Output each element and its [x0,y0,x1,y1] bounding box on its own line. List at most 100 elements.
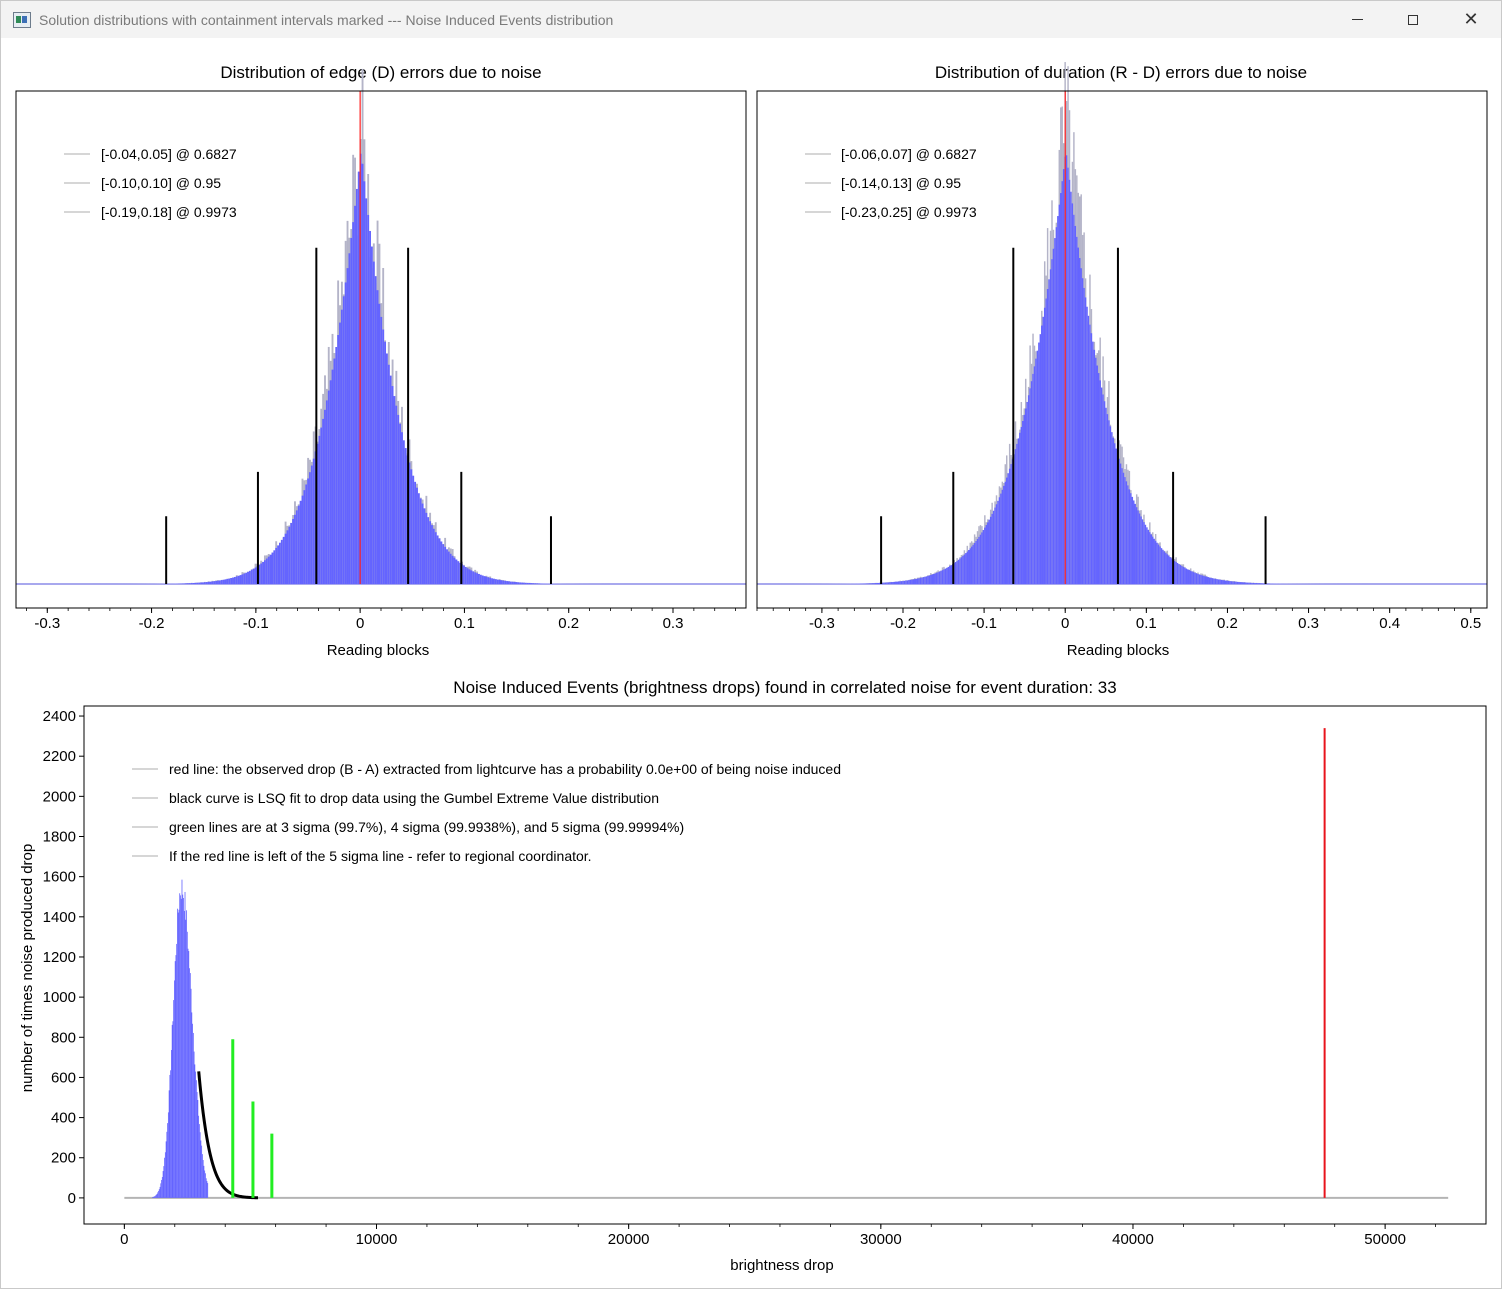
histogram-bar [975,541,977,584]
histogram-bar [267,556,270,584]
histogram-bar [985,525,988,584]
histogram-bar [1195,573,1198,584]
y-tick-label: 0 [68,1190,76,1207]
histogram-bar [188,583,191,584]
histogram-bar [312,458,315,584]
drop-histogram-bar [161,1179,162,1198]
drop-histogram-bar [173,1000,175,1198]
histogram-bar [1102,394,1104,584]
histogram-bar [459,562,462,584]
histogram-bar [325,400,328,584]
histogram-bar [502,580,505,584]
histogram-bar [934,573,936,584]
histogram-bar [346,268,349,584]
drop-histogram-bar [186,931,188,1198]
histogram-bar [1114,443,1116,584]
histogram-bar [1137,510,1139,584]
histogram-bar [226,578,229,584]
minimize-button[interactable] [1328,1,1386,38]
histogram-bar [1152,536,1154,584]
maximize-button[interactable] [1384,1,1442,38]
drop-histogram-bar [155,1195,156,1198]
drop-histogram-bar [206,1181,208,1198]
histogram-bar [431,525,433,584]
histogram-bar [1055,227,1058,585]
drop-histogram-bar [202,1160,204,1198]
histogram-bar [1074,225,1077,585]
histogram-bar [982,530,985,584]
histogram-bar [474,572,477,584]
edge-legend-item-3: [-0.19,0.18] @ 0.9973 [101,204,237,220]
drop-histogram-bar [198,1115,200,1198]
histogram-bar [981,532,983,584]
histogram-bar [337,335,340,584]
histogram-bar [937,572,939,584]
histogram-bar [1162,549,1164,584]
histogram-bar [1188,570,1190,584]
histogram-bar [963,554,966,584]
noise-y-ticks: 0 200 400 600 800 1000 1200 1400 1600 1800 2000 220… [43,708,84,1207]
drop-histogram-bar [197,1099,199,1198]
drop-histogram-bar [189,973,191,1198]
histogram-bar [1216,579,1218,584]
histogram-bar [243,573,246,584]
gumbel-fit-curve [197,1071,259,1200]
histogram-bar [1246,582,1249,584]
histogram-bar [389,375,392,584]
histogram-bar [408,462,411,584]
close-button[interactable]: ✕ [1442,1,1500,38]
histogram-bar [230,578,233,584]
histogram-bar [1080,268,1082,584]
histogram-bar [1214,578,1217,584]
histogram-bar [513,581,516,584]
histogram-bar [237,575,240,584]
histogram-bar [922,577,925,584]
histogram-bar [919,577,922,584]
x-tick-label: -0.1 [243,615,269,632]
histogram-bar [384,341,387,584]
histogram-bar [1041,325,1043,584]
histogram-bar [909,579,912,584]
histogram-bar [414,481,417,584]
histogram-bar [404,448,407,584]
histogram-bar [954,562,957,584]
drop-histogram-bar [190,988,192,1198]
histogram-bar [217,580,219,584]
histogram-bar [1108,420,1110,584]
histogram-bar [1192,572,1195,584]
histogram-bar [207,581,210,584]
histogram-bar [1261,583,1263,584]
histogram-bar [532,583,535,584]
drop-histogram-bar [167,1112,169,1198]
histogram-bar [305,484,308,584]
histogram-bar [1079,258,1081,584]
histogram-bar [949,566,951,584]
drop-histogram-bar [201,1145,203,1198]
histogram-bar [1203,575,1205,584]
histogram-bar [940,570,942,584]
drop-histogram-bar [180,898,182,1198]
histogram-bar [365,198,368,584]
histogram-bar [322,418,325,584]
histogram-bar [421,503,424,584]
duration-legend-item-1: [-0.06,0.07] @ 0.6827 [841,146,977,162]
duration-x-axis-label: Reading blocks [1067,642,1170,659]
histogram-bar [1024,408,1027,584]
title-bar[interactable]: Solution distributions with containment … [1,1,1501,38]
histogram-bar [509,581,512,584]
histogram-bar [902,580,904,584]
drop-histogram-bar [194,1064,196,1198]
histogram-bar [232,577,234,584]
drop-histogram-bar [172,1021,174,1198]
histogram-bar [481,575,484,584]
drop-histogram-bar [165,1141,167,1198]
histogram-bar [1249,582,1252,584]
histogram-bar [442,544,445,584]
histogram-bar [900,581,903,584]
x-tick-label: 0.3 [1298,615,1319,632]
histogram-bar [903,580,906,584]
noise-legend: red line: the observed drop (B - A) extr… [132,761,841,864]
histogram-bar [446,549,448,584]
histogram-bar [1135,507,1138,584]
histogram-bar [438,538,441,584]
